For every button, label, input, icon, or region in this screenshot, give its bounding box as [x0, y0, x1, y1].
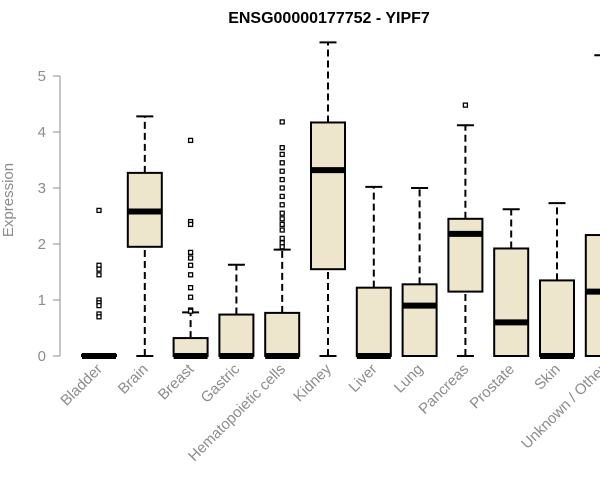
x-tick-label: Kidney: [290, 360, 335, 405]
outlier-point: [187, 285, 194, 291]
box-iqr: [355, 286, 392, 357]
outlier-point: [187, 137, 194, 144]
outlier-point: [279, 185, 285, 191]
outlier-point: [279, 216, 285, 222]
y-tick-label: 3: [38, 180, 46, 197]
y-tick-label: 0: [38, 348, 46, 365]
box-group: [447, 102, 484, 357]
outlier-point: [187, 294, 194, 300]
outlier-point: [187, 249, 194, 256]
box-iqr: [218, 313, 255, 357]
outlier-point: [187, 308, 194, 314]
outlier-point: [279, 210, 285, 216]
x-tick-label: Liver: [346, 361, 381, 396]
box-group: [539, 202, 575, 359]
outlier-point: [187, 262, 194, 268]
box-iqr: [539, 279, 575, 357]
x-tick-label: Pancreas: [415, 361, 472, 418]
box-group: [310, 41, 346, 357]
outlier-point: [279, 202, 285, 208]
box-iqr: [264, 311, 301, 358]
outlier-point: [279, 145, 285, 151]
outlier-point: [279, 227, 285, 233]
box-iqr: [310, 121, 346, 271]
outlier-point: [279, 176, 285, 183]
y-axis-label: Expression: [0, 163, 17, 237]
box-group: [401, 187, 438, 358]
outlier-point: [279, 119, 285, 125]
y-tick-label: 5: [38, 68, 46, 85]
box-iqr: [447, 217, 484, 293]
outlier-point: [279, 151, 285, 158]
y-tick-label: 4: [38, 124, 46, 141]
outlier-point: [96, 314, 102, 320]
outlier-point: [187, 272, 194, 278]
outlier-point: [279, 193, 285, 200]
outlier-point: [187, 255, 194, 261]
box-group: [126, 115, 163, 357]
outlier-point: [279, 160, 285, 166]
x-tick-label: Gastric: [198, 360, 244, 406]
outlier-point: [279, 244, 285, 250]
boxes-layer: [81, 41, 600, 359]
outlier-point: [96, 302, 102, 309]
box-group: [218, 263, 255, 359]
outlier-point: [279, 168, 285, 174]
box-group: [584, 54, 600, 357]
chart-title: ENSG00000177752 - YIPF7: [228, 10, 430, 27]
outlier-point: [279, 235, 285, 242]
outlier-point: [187, 221, 194, 228]
x-tick-label: Brain: [115, 361, 152, 398]
x-tick-label: Bladder: [57, 361, 106, 410]
box-group: [81, 207, 117, 359]
box-group: [355, 185, 392, 359]
x-tick-label: Skin: [531, 361, 564, 394]
outlier-point: [462, 102, 469, 108]
outlier-point: [96, 207, 102, 214]
outlier-point: [96, 266, 102, 272]
box-group: [493, 208, 530, 357]
outlier-point: [279, 221, 285, 228]
x-tick-label: Breast: [155, 360, 198, 403]
y-tick-label: 2: [38, 236, 46, 253]
box-group: [264, 119, 301, 359]
outlier-point: [96, 272, 102, 278]
box-group: [172, 137, 209, 359]
y-tick-label: 1: [38, 292, 46, 309]
box-iqr: [584, 234, 600, 357]
x-tick-label: Prostate: [466, 361, 518, 413]
x-tick-label: Lung: [391, 361, 427, 397]
y-axis: 0 1 2 3 4 5: [38, 68, 61, 365]
box-iqr: [493, 247, 530, 357]
box-iqr: [401, 283, 438, 358]
